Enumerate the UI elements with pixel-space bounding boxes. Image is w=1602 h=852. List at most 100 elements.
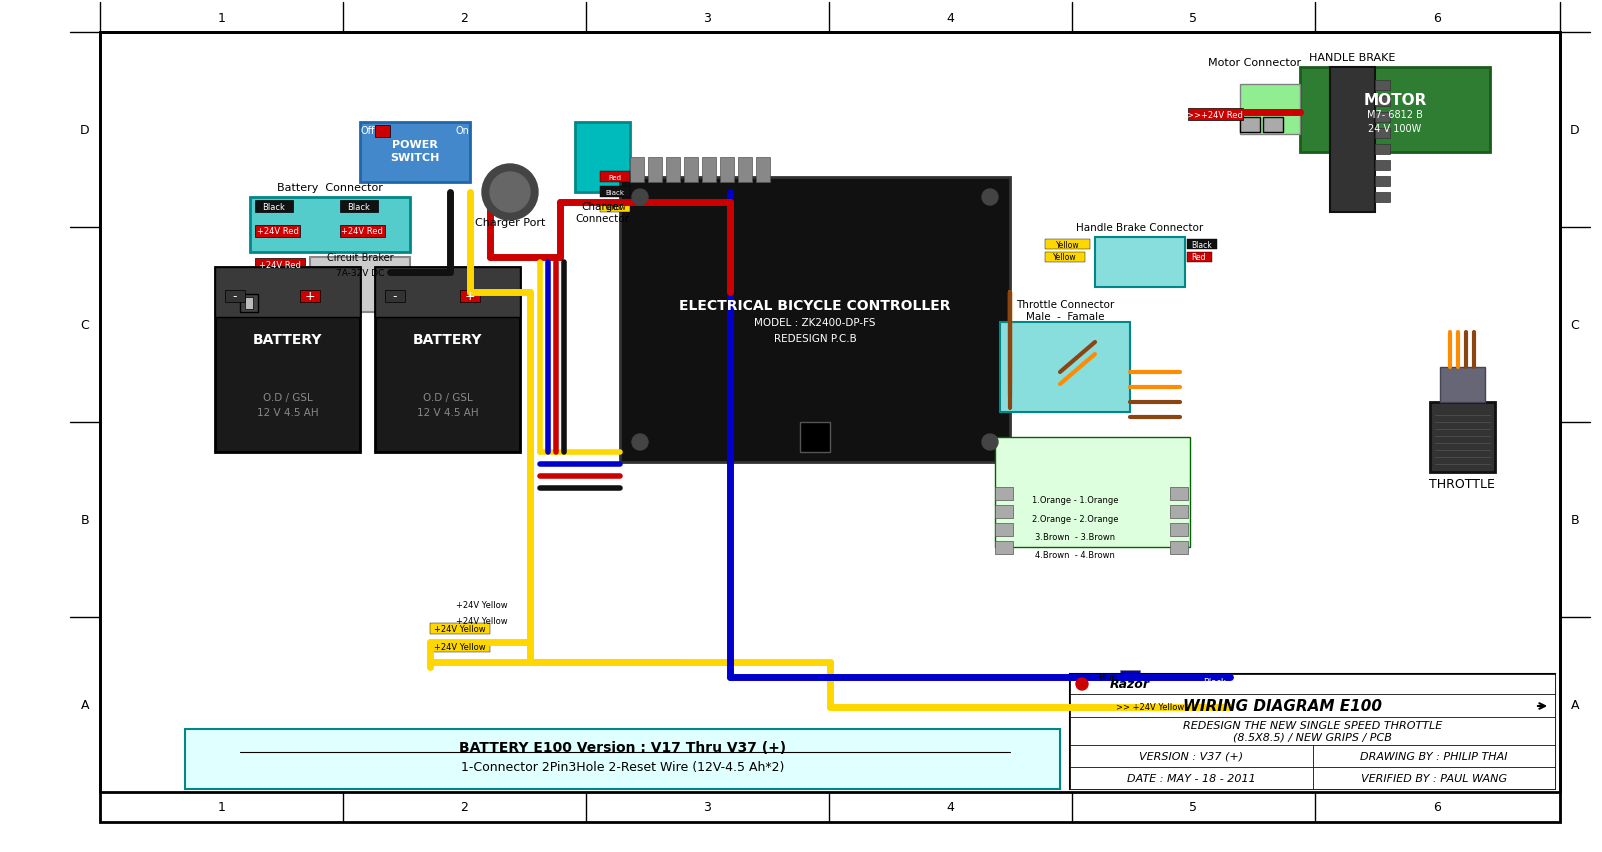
Bar (630, 158, 644, 183)
Bar (666, 158, 679, 183)
Bar (1240, 118, 1261, 133)
Bar (245, 297, 253, 309)
Bar (995, 505, 1012, 518)
Bar (360, 123, 469, 183)
Text: On: On (455, 126, 469, 135)
Text: REDESIGN THE NEW SINGLE SPEED THROTTLE
(8.5X8.5) / NEW GRIPS / PCB: REDESIGN THE NEW SINGLE SPEED THROTTLE (… (1182, 720, 1442, 742)
Text: 4: 4 (947, 11, 955, 25)
Text: 1-Connector 2Pin3Hole 2-Reset Wire (12V-4.5 Ah*2): 1-Connector 2Pin3Hole 2-Reset Wire (12V-… (461, 761, 785, 774)
Text: +: + (465, 291, 476, 303)
Bar (1045, 253, 1085, 262)
Text: >>+24V Red: >>+24V Red (1187, 111, 1243, 119)
Text: D: D (1570, 124, 1580, 137)
Text: 3: 3 (703, 11, 711, 25)
Text: 24 V 100W: 24 V 100W (1368, 124, 1421, 134)
Text: 4: 4 (947, 801, 955, 814)
Text: 3.Brown  - 3.Brown: 3.Brown - 3.Brown (1035, 532, 1115, 541)
Bar (384, 291, 405, 302)
Bar (1375, 145, 1391, 155)
Text: +24V Yellow: +24V Yellow (434, 642, 485, 651)
Text: 2.Orange - 2.Orange: 2.Orange - 2.Orange (1032, 514, 1118, 523)
Bar (1169, 487, 1189, 500)
Text: +24V Yellow: +24V Yellow (434, 624, 485, 633)
Bar (1375, 177, 1391, 187)
Bar (255, 201, 293, 213)
Text: D: D (80, 124, 90, 137)
Bar (184, 729, 1061, 789)
Bar (719, 158, 734, 183)
Text: Black: Black (1203, 677, 1227, 687)
Bar (1375, 129, 1391, 139)
Bar (995, 487, 1012, 500)
Text: DRAWING BY : PHILIP THAI: DRAWING BY : PHILIP THAI (1360, 751, 1507, 761)
Bar (311, 257, 410, 313)
Circle shape (633, 190, 647, 206)
Bar (1070, 746, 1312, 767)
Circle shape (633, 435, 647, 451)
Bar (1375, 193, 1391, 203)
Text: Black: Black (1192, 240, 1213, 249)
Text: HANDLE BRAKE: HANDLE BRAKE (1309, 53, 1395, 63)
Text: Black: Black (263, 202, 285, 211)
Bar (1070, 674, 1556, 694)
Text: 2: 2 (460, 11, 468, 25)
Bar (684, 158, 698, 183)
Text: Razor: Razor (1110, 677, 1150, 691)
Text: Battery  Connector: Battery Connector (277, 183, 383, 193)
Bar (995, 541, 1012, 555)
Circle shape (482, 164, 538, 221)
Text: M7- 6812 B: M7- 6812 B (1367, 111, 1423, 120)
Bar (1299, 68, 1490, 153)
Bar (1096, 238, 1185, 288)
Text: Motor Connector: Motor Connector (1208, 58, 1301, 68)
Bar (1312, 767, 1556, 789)
Bar (1120, 671, 1141, 684)
Text: 6: 6 (1434, 801, 1442, 814)
Bar (255, 226, 300, 238)
Text: Red: Red (1192, 253, 1206, 262)
Bar (601, 202, 630, 213)
Bar (375, 126, 389, 138)
Bar (799, 423, 830, 452)
Text: Yellow: Yellow (1056, 240, 1080, 249)
Bar (240, 295, 258, 313)
Bar (1200, 675, 1230, 689)
Text: 12 V 4.5 AH: 12 V 4.5 AH (256, 407, 319, 417)
Text: +24V Red: +24V Red (256, 227, 300, 236)
Text: 1: 1 (218, 11, 226, 25)
Text: Yellow: Yellow (604, 204, 626, 210)
Bar (1189, 109, 1243, 121)
Bar (375, 268, 521, 452)
Text: MOTOR: MOTOR (1363, 93, 1427, 108)
Text: Charger
Connector: Charger Connector (575, 202, 630, 223)
Bar (1375, 97, 1391, 106)
Text: +24V Red: +24V Red (341, 227, 383, 236)
Bar (1000, 323, 1129, 412)
Bar (250, 198, 410, 253)
Bar (375, 268, 521, 318)
Bar (1187, 239, 1218, 250)
Text: 6: 6 (1434, 11, 1442, 25)
Text: Throttle Connector
Male  -  Famale: Throttle Connector Male - Famale (1016, 300, 1113, 321)
Text: Charger Port: Charger Port (474, 218, 545, 227)
Bar (340, 226, 384, 238)
Bar (224, 291, 245, 302)
Text: +24V Red: +24V Red (260, 260, 301, 269)
Bar (1262, 118, 1283, 133)
Text: Black: Black (348, 202, 370, 211)
Bar (255, 259, 304, 271)
Bar (1375, 112, 1391, 123)
Text: O.D / GSL: O.D / GSL (423, 393, 473, 402)
Bar (601, 187, 630, 198)
Bar (702, 158, 716, 183)
Text: BATTERY: BATTERY (413, 333, 482, 347)
Bar (756, 158, 771, 183)
Text: O.D / GSL: O.D / GSL (263, 393, 312, 402)
Bar (647, 158, 662, 183)
Bar (429, 624, 490, 634)
Text: 4.Brown  - 4.Brown: 4.Brown - 4.Brown (1035, 550, 1115, 559)
Text: 12 V 4.5 AH: 12 V 4.5 AH (417, 407, 479, 417)
Text: WIRING DIAGRAM E100: WIRING DIAGRAM E100 (1182, 699, 1383, 714)
Bar (601, 172, 630, 183)
Text: Blue: Blue (1099, 673, 1118, 682)
